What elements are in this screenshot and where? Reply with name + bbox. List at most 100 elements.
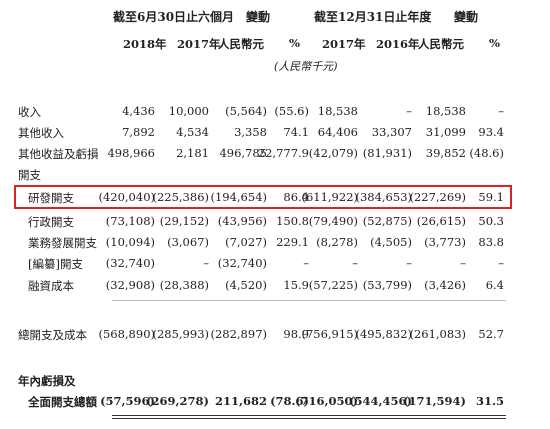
- cell: (26,615): [416, 214, 466, 228]
- cell: (28,388): [159, 278, 209, 292]
- cell: (29,152): [159, 214, 209, 228]
- cell: (8,278): [316, 235, 358, 249]
- cell: 6.4: [485, 278, 504, 292]
- cell: 229.1: [276, 235, 309, 249]
- col-header-pct1: %: [289, 36, 300, 50]
- cell: 211,682: [214, 394, 267, 408]
- col-header-2016: 2016年: [376, 37, 420, 51]
- table-row-total-expenses: 總開支及成本 (568,890) (285,993) (282,897) 98.…: [0, 327, 550, 345]
- cell: 18,538: [317, 104, 358, 118]
- cell: –: [203, 256, 209, 270]
- cell: –: [460, 256, 466, 270]
- header-group-change-1: 變動: [246, 10, 271, 24]
- cell: (78.6): [270, 394, 309, 408]
- row-label: 開支: [18, 168, 41, 182]
- cell: 31,099: [425, 125, 466, 139]
- table-row-finance-costs: 融資成本 (32,908) (28,388) (4,520) 15.9 (57,…: [0, 278, 550, 296]
- cell: (53,799): [362, 278, 412, 292]
- row-label: 行政開支: [28, 215, 74, 229]
- cell: 31.5: [475, 394, 504, 408]
- cell: 15.9: [283, 278, 309, 292]
- total-rule-double: [112, 418, 506, 419]
- cell: (384,653): [355, 190, 412, 204]
- cell: (32,740): [217, 256, 267, 270]
- table-row-total-comprehensive-expense: 全面開支總額 (57,596) (269,278) 211,682 (78.6)…: [0, 394, 550, 412]
- table-row-loss-heading: 年內虧損及: [0, 373, 550, 391]
- cell: 39,852: [425, 146, 466, 160]
- cell: 50.3: [478, 214, 504, 228]
- cell: (10,094): [105, 235, 155, 249]
- cell: (3,773): [424, 235, 466, 249]
- cell: –: [406, 256, 412, 270]
- row-label: 其他收益及虧損: [18, 147, 99, 161]
- cell: (282,897): [210, 327, 267, 341]
- cell: –: [498, 256, 504, 270]
- table-row-rd-expenses: 研發開支 (420,040) (225,386) (194,654) 86.4 …: [0, 190, 550, 208]
- cell: (32,740): [105, 256, 155, 270]
- cell: (285,993): [152, 327, 209, 341]
- highlight-box: [14, 185, 512, 209]
- unit-note: (人民幣千元): [274, 60, 338, 73]
- cell: (43,956): [217, 214, 267, 228]
- cell: 18,538: [425, 104, 466, 118]
- cell: (3,426): [424, 278, 466, 292]
- row-label: 業務發展開支: [28, 236, 97, 250]
- cell: 33,307: [371, 125, 412, 139]
- cell: (568,890): [98, 327, 155, 341]
- cell: (716,050): [295, 394, 358, 408]
- cell: (171,594): [403, 394, 466, 408]
- table-row-bizdev-expenses: 業務發展開支 (10,094) (3,067) (7,027) 229.1 (8…: [0, 235, 550, 253]
- cell: 4,436: [122, 104, 155, 118]
- cell: 74.1: [283, 125, 309, 139]
- row-label: [編纂]開支: [28, 257, 83, 271]
- cell: –: [303, 256, 309, 270]
- col-header-rmb2: 人民幣元: [418, 37, 464, 51]
- cell: 4,534: [176, 125, 209, 139]
- row-label: 總開支及成本: [18, 328, 87, 342]
- cell: 498,966: [107, 146, 155, 160]
- cell: (5,564): [225, 104, 267, 118]
- total-rule: [112, 415, 506, 416]
- cell: (544,456): [349, 394, 412, 408]
- cell: (3,067): [167, 235, 209, 249]
- cell: 496,785: [219, 146, 267, 160]
- row-label: 融資成本: [28, 279, 74, 293]
- header-group-change-2: 變動: [454, 10, 479, 24]
- table-row-admin-expenses: 行政開支 (73,108) (29,152) (43,956) 150.8 (7…: [0, 214, 550, 232]
- col-header-2017a: 2017年: [177, 37, 221, 51]
- table-row-other-income: 其他收入 7,892 4,534 3,358 74.1 64,406 33,30…: [0, 125, 550, 143]
- cell: (756,915): [301, 327, 358, 341]
- col-header-2017b: 2017年: [322, 37, 366, 51]
- cell: (48.6): [469, 146, 504, 160]
- cell: (79,490): [308, 214, 358, 228]
- cell: 52.7: [478, 327, 504, 341]
- cell: (4,505): [370, 235, 412, 249]
- cell: 59.1: [478, 190, 504, 204]
- subtotal-rule: [112, 300, 506, 301]
- cell: (227,269): [409, 190, 466, 204]
- cell: 2,181: [176, 146, 209, 160]
- cell: 93.4: [478, 125, 504, 139]
- cell: (269,278): [146, 394, 209, 408]
- cell: –: [406, 104, 412, 118]
- cell: –: [352, 256, 358, 270]
- cell: 98.9: [283, 327, 309, 341]
- cell: (420,040): [98, 190, 155, 204]
- cell: 7,892: [122, 125, 155, 139]
- row-label: 收入: [18, 105, 41, 119]
- cell: (7,027): [225, 235, 267, 249]
- cell: (32,908): [105, 278, 155, 292]
- cell: 150.8: [276, 214, 309, 228]
- cell: 10,000: [168, 104, 209, 118]
- table-row-redacted-expenses: [編纂]開支 (32,740) – (32,740) – – – – –: [0, 256, 550, 274]
- table-row-revenue: 收入 4,436 10,000 (5,564) (55.6) 18,538 – …: [0, 104, 550, 122]
- cell: –: [498, 104, 504, 118]
- cell: (42,079): [308, 146, 358, 160]
- cell: (55.6): [274, 104, 309, 118]
- row-label: 年內虧損及: [18, 374, 76, 388]
- cell: 83.8: [478, 235, 504, 249]
- cell: (4,520): [225, 278, 267, 292]
- cell: 22,777.9: [257, 146, 309, 160]
- header-group-year-end: 截至12月31日止年度: [314, 10, 432, 24]
- cell: (57,225): [308, 278, 358, 292]
